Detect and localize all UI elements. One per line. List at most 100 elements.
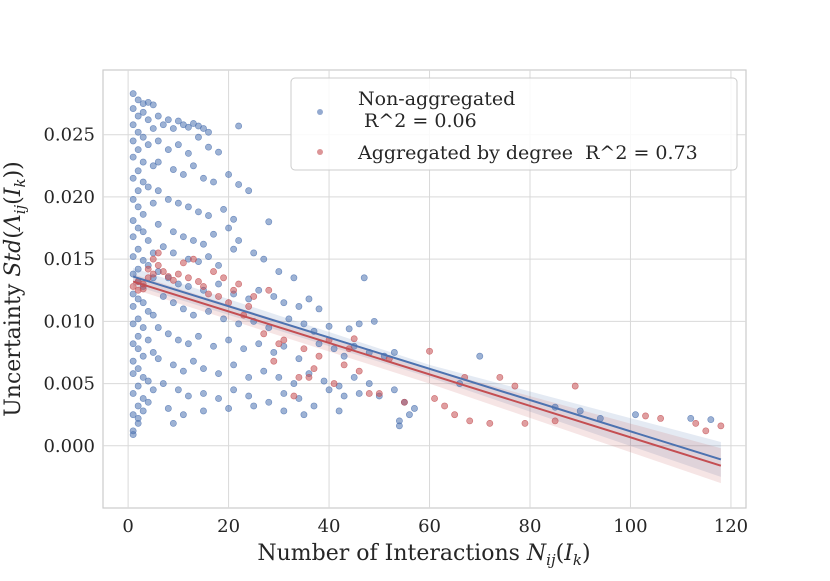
x-axis-ticks: 0 20 40 60 80 100 120 xyxy=(122,516,748,537)
point-non-aggregated xyxy=(134,96,142,104)
point-non-aggregated xyxy=(200,125,207,132)
point-non-aggregated xyxy=(184,149,192,157)
point-non-aggregated xyxy=(169,299,177,307)
point-aggregated xyxy=(154,261,162,269)
point-non-aggregated xyxy=(190,357,197,365)
x-axis-label: Number of Interactions Nij(Ik) xyxy=(257,541,590,569)
point-aggregated xyxy=(642,412,649,420)
point-non-aggregated xyxy=(295,303,303,310)
point-non-aggregated xyxy=(134,167,142,175)
point-non-aggregated xyxy=(134,402,142,410)
regression-line-non-aggregated xyxy=(132,275,722,461)
point-non-aggregated xyxy=(134,187,142,195)
point-aggregated xyxy=(305,373,313,381)
point-non-aggregated xyxy=(200,390,207,397)
point-aggregated xyxy=(511,382,519,390)
point-non-aggregated xyxy=(240,345,248,353)
point-non-aggregated xyxy=(245,187,253,195)
point-non-aggregated xyxy=(144,398,152,406)
point-non-aggregated xyxy=(149,386,157,394)
point-non-aggregated xyxy=(169,361,177,369)
point-non-aggregated xyxy=(129,105,137,112)
point-non-aggregated xyxy=(129,233,137,241)
point-aggregated xyxy=(295,373,303,381)
point-aggregated xyxy=(190,255,197,263)
point-non-aggregated xyxy=(179,411,187,419)
point-non-aggregated xyxy=(215,370,222,378)
legend: Non-aggregated R^2 = 0.06 Aggregated by … xyxy=(290,77,738,171)
point-non-aggregated xyxy=(139,407,147,415)
point-non-aggregated xyxy=(390,349,398,356)
point-aggregated xyxy=(300,345,308,353)
point-non-aggregated xyxy=(134,245,142,253)
point-non-aggregated xyxy=(315,305,323,313)
point-non-aggregated xyxy=(174,336,182,344)
point-non-aggregated xyxy=(225,224,232,232)
point-non-aggregated xyxy=(305,295,313,303)
point-aggregated xyxy=(657,415,665,422)
point-aggregated xyxy=(129,283,137,290)
point-non-aggregated xyxy=(390,386,398,394)
x-tick-label: 120 xyxy=(714,516,748,537)
point-aggregated xyxy=(215,293,222,300)
point-non-aggregated xyxy=(134,265,142,273)
point-non-aggregated xyxy=(129,290,137,298)
y-tick-label: 0.005 xyxy=(43,374,95,395)
point-non-aggregated xyxy=(139,133,147,141)
point-non-aggregated xyxy=(310,402,318,410)
point-aggregated xyxy=(521,419,529,427)
point-aggregated xyxy=(310,365,318,373)
x-tick-label: 100 xyxy=(613,516,647,537)
point-aggregated xyxy=(260,330,268,338)
point-non-aggregated xyxy=(184,340,192,348)
confidence-band-aggregated xyxy=(133,274,721,484)
point-non-aggregated xyxy=(195,208,202,216)
point-non-aggregated xyxy=(235,320,243,328)
point-non-aggregated xyxy=(280,299,288,307)
point-non-aggregated xyxy=(325,322,333,330)
point-aggregated xyxy=(139,285,147,293)
point-aggregated xyxy=(270,357,278,365)
point-non-aggregated xyxy=(225,405,232,412)
confidence-band-non-aggregated xyxy=(133,267,721,477)
point-non-aggregated xyxy=(129,153,137,161)
point-non-aggregated xyxy=(315,340,323,348)
point-non-aggregated xyxy=(190,162,197,170)
point-non-aggregated xyxy=(149,349,157,356)
point-non-aggregated xyxy=(300,411,308,419)
point-non-aggregated xyxy=(195,332,202,340)
point-aggregated xyxy=(486,419,494,427)
point-non-aggregated xyxy=(144,307,152,315)
point-non-aggregated xyxy=(134,295,142,303)
point-aggregated xyxy=(355,367,363,375)
point-aggregated xyxy=(245,303,253,310)
point-non-aggregated xyxy=(129,411,137,419)
point-non-aggregated xyxy=(139,228,147,236)
point-non-aggregated xyxy=(154,158,162,166)
point-non-aggregated xyxy=(154,137,162,145)
point-non-aggregated xyxy=(295,355,303,363)
point-non-aggregated xyxy=(275,268,283,275)
legend-box xyxy=(290,77,738,171)
point-non-aggregated xyxy=(129,303,137,310)
point-non-aggregated xyxy=(190,311,197,319)
point-non-aggregated xyxy=(195,133,202,141)
point-non-aggregated xyxy=(395,422,403,430)
point-aggregated xyxy=(365,390,373,397)
point-non-aggregated xyxy=(134,415,142,422)
point-non-aggregated xyxy=(139,256,147,264)
y-tick-label: 0.020 xyxy=(43,187,95,208)
point-non-aggregated xyxy=(184,203,192,211)
point-non-aggregated xyxy=(179,233,187,241)
point-non-aggregated xyxy=(235,122,243,130)
point-aggregated xyxy=(702,427,710,435)
point-non-aggregated xyxy=(210,230,217,238)
point-aggregated xyxy=(164,273,172,280)
point-non-aggregated xyxy=(365,380,373,387)
confidence-bands xyxy=(133,267,721,484)
point-aggregated xyxy=(496,373,504,381)
point-aggregated xyxy=(401,398,408,406)
point-non-aggregated xyxy=(345,325,353,333)
point-non-aggregated xyxy=(154,220,162,228)
point-non-aggregated xyxy=(144,141,152,149)
